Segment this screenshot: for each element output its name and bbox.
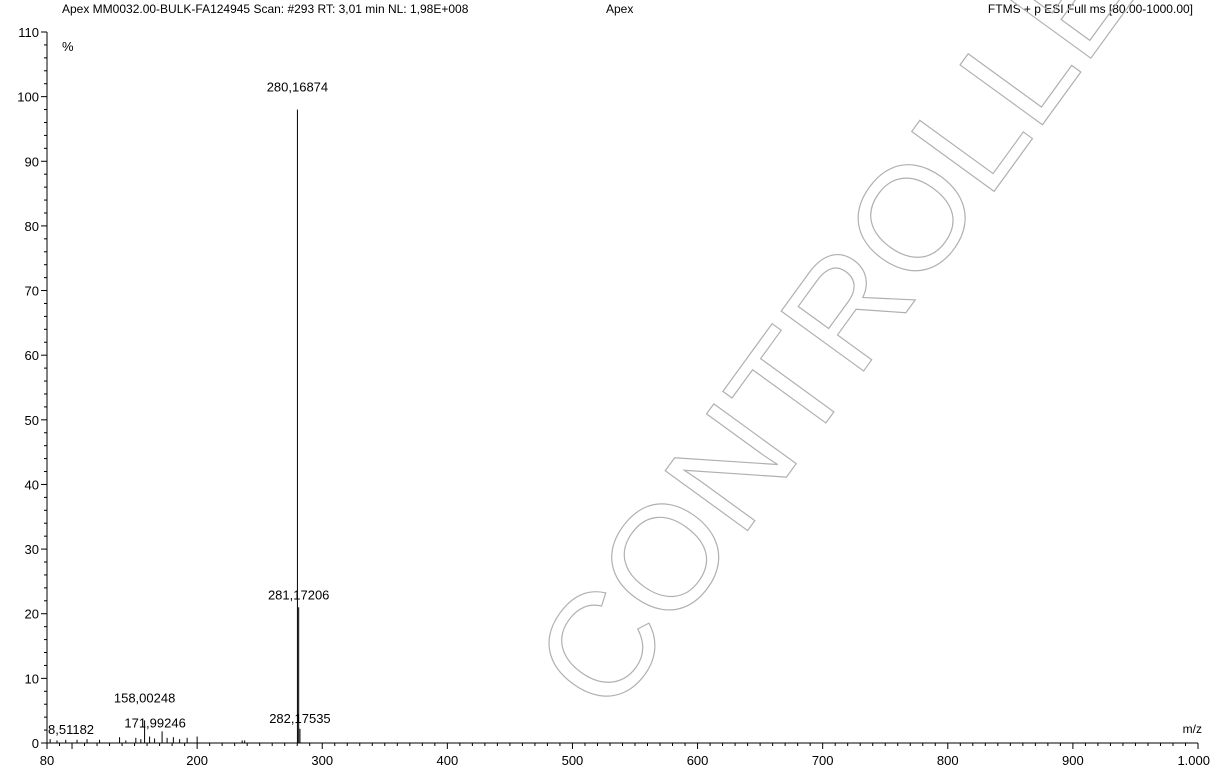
x-tick-label: 300	[311, 753, 333, 767]
x-tick-label: 80	[40, 753, 54, 767]
y-axis: 0 10 20 30 40 50 60 70 80 90 100 110	[17, 25, 48, 751]
y-tick-label: 110	[18, 25, 39, 40]
y-tick-label: 60	[25, 348, 39, 363]
y-axis-label: %	[62, 39, 74, 54]
x-axis-label: m/z	[1183, 722, 1202, 736]
y-tick-label: 0	[32, 736, 39, 751]
x-tick-label: 900	[1062, 753, 1084, 767]
watermark-text: CONTROLLED COPY	[502, 0, 1213, 739]
y-tick-label: 20	[25, 607, 39, 622]
peak-label: 171,99246	[124, 715, 185, 730]
x-tick-label: 400	[436, 753, 458, 767]
peak-label: 8,51182	[48, 722, 94, 737]
y-tick-label: 10	[25, 671, 39, 686]
x-axis: 80 200 300 400 500 600 700 800 900 1.000	[40, 742, 1210, 767]
header-filter: FTMS + p ESI Full ms [80.00-1000.00]	[988, 2, 1193, 16]
y-tick-label: 50	[25, 413, 39, 428]
watermark: CONTROLLED COPY	[502, 0, 1213, 739]
header-sample-label: Apex	[606, 2, 633, 16]
y-tick-label: 100	[17, 90, 39, 105]
header-scan-info: Apex MM0032.00-BULK-FA124945 Scan: #293 …	[62, 2, 469, 16]
peak-labels: 280,16874 281,17206 282,17535 158,00248 171,…	[48, 80, 331, 738]
peak-label: 158,00248	[114, 690, 175, 705]
x-tick-label: 1.000	[1177, 753, 1210, 767]
peak-label: 282,17535	[269, 711, 330, 726]
x-tick-label: 700	[812, 753, 834, 767]
peak-label: 280,16874	[267, 80, 328, 95]
x-tick-label: 800	[937, 753, 959, 767]
x-tick-label: 200	[186, 753, 208, 767]
spectrum-peaks	[49, 109, 301, 743]
x-tick-label: 500	[562, 753, 584, 767]
y-tick-label: 30	[25, 542, 39, 557]
y-tick-label: 90	[25, 154, 39, 169]
y-tick-label: 80	[25, 219, 39, 234]
x-tick-label: 600	[687, 753, 709, 767]
y-tick-label: 70	[25, 284, 39, 299]
y-tick-label: 40	[25, 477, 39, 492]
peak-label: 281,17206	[268, 587, 329, 602]
